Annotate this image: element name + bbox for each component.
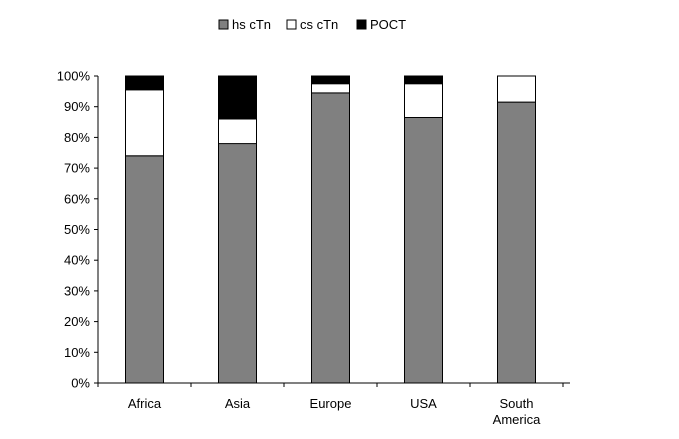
bar-segment-hs-ctn (497, 101, 536, 384)
bar-segment-poct (218, 75, 257, 120)
bar-segment-poct (125, 75, 164, 91)
x-tick-label: America (493, 412, 541, 427)
bar-segment-cs-ctn (311, 83, 350, 94)
legend-swatch-hs-ctn (218, 19, 229, 30)
y-tick-label: 80% (64, 130, 90, 145)
y-tick-label: 20% (64, 314, 90, 329)
y-tick-label: 70% (64, 161, 90, 176)
bar-segment-cs-ctn (218, 118, 257, 145)
x-tick-label: USA (410, 396, 437, 411)
x-tick-label: Africa (128, 396, 162, 411)
bar-segment-hs-ctn (404, 116, 443, 384)
bar-segment-poct (311, 75, 350, 85)
y-tick-label: 0% (71, 376, 90, 391)
y-tick-label: 100% (57, 69, 91, 84)
legend-label: POCT (370, 17, 406, 32)
legend-label: cs cTn (300, 17, 338, 32)
bar-segment-cs-ctn (404, 83, 443, 118)
x-tick-label: South (500, 396, 534, 411)
legend-label: hs cTn (232, 17, 271, 32)
x-tick-label: Asia (225, 396, 251, 411)
y-tick-label: 50% (64, 222, 90, 237)
legend-swatch-poct (356, 19, 367, 30)
bar-segment-poct (404, 75, 443, 85)
y-tick-label: 10% (64, 345, 90, 360)
y-tick-label: 60% (64, 191, 90, 206)
bar-segment-hs-ctn (125, 155, 164, 384)
y-tick-label: 30% (64, 283, 90, 298)
legend: hs cTn cs cTn POCT (218, 17, 406, 32)
bar-segment-cs-ctn (497, 75, 536, 103)
y-tick-label: 90% (64, 99, 90, 114)
bar-segment-hs-ctn (218, 143, 257, 384)
bar-segment-hs-ctn (311, 92, 350, 384)
bar-segment-cs-ctn (125, 89, 164, 157)
x-tick-label: Europe (310, 396, 352, 411)
y-tick-label: 40% (64, 253, 90, 268)
legend-swatch-cs-ctn (286, 19, 297, 30)
